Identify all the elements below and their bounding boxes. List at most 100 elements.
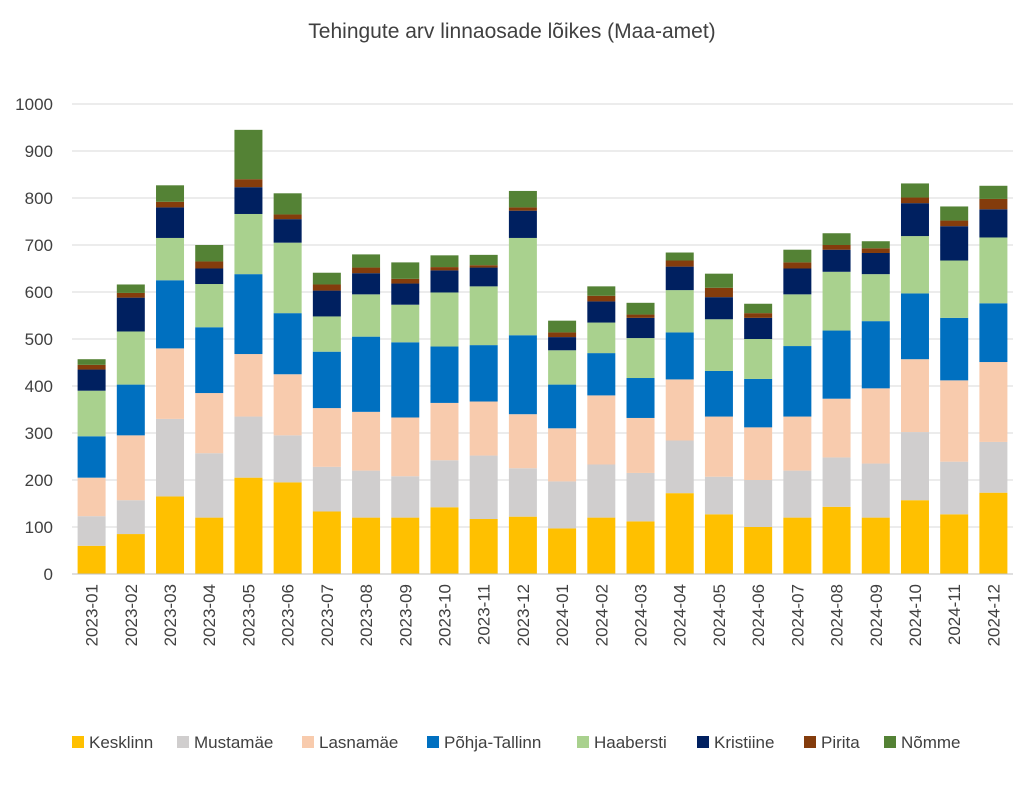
bar-segment — [548, 320, 577, 333]
legend-label: Kesklinn — [89, 733, 153, 752]
bar-segment — [156, 237, 185, 281]
bar-segment — [548, 332, 577, 338]
bar-segment — [469, 265, 498, 268]
bar-segment — [665, 260, 694, 267]
x-tick-label: 2024-05 — [710, 584, 729, 646]
bar-segment — [979, 198, 1008, 210]
bar-segment — [704, 297, 733, 320]
bar-segment — [626, 338, 655, 379]
bar-segment — [430, 255, 459, 268]
bar-segment — [626, 302, 655, 315]
bar-segment — [979, 441, 1008, 493]
bar-segment — [704, 416, 733, 477]
bar-segment — [156, 348, 185, 419]
bar-segment — [469, 345, 498, 402]
bar-segment — [391, 262, 420, 279]
bar-segment — [704, 273, 733, 288]
bar-segment — [822, 271, 851, 331]
bar-segment — [508, 414, 537, 469]
bar-segment — [822, 233, 851, 245]
x-axis-ticks: 2023-01 2023-02 2023-03 2023-04 2023-05 2023-… — [83, 584, 1004, 646]
bar-segment — [156, 418, 185, 497]
bar-segment — [116, 284, 145, 293]
bar-segment — [665, 290, 694, 333]
bars — [77, 129, 1008, 574]
bar-segment — [234, 274, 263, 355]
bar-segment — [352, 294, 381, 337]
bar-segment — [391, 304, 420, 343]
x-tick-label: 2023-07 — [318, 584, 337, 646]
bar-segment — [116, 435, 145, 501]
bar-segment — [469, 455, 498, 520]
bar-segment — [273, 435, 302, 483]
bar-segment — [548, 350, 577, 385]
bar-segment — [940, 220, 969, 227]
legend-swatch — [577, 736, 589, 748]
bar-segment — [430, 267, 459, 271]
legend-label: Mustamäe — [194, 733, 273, 752]
bar-segment — [352, 267, 381, 274]
x-tick-label: 2024-10 — [906, 584, 925, 646]
bar-segment — [587, 464, 616, 518]
bar-segment — [156, 496, 185, 574]
bar-segment — [626, 521, 655, 574]
bar-segment — [312, 466, 341, 512]
bar-segment — [626, 417, 655, 473]
bar-segment — [156, 207, 185, 238]
bar-segment — [508, 516, 537, 574]
x-tick-label: 2023-09 — [396, 584, 415, 646]
bar-segment — [744, 427, 773, 480]
bar-segment — [312, 408, 341, 467]
bar-segment — [469, 267, 498, 287]
bar-segment — [508, 207, 537, 211]
x-tick-label: 2023-11 — [475, 584, 494, 645]
bar-segment — [744, 339, 773, 379]
bar-segment — [116, 331, 145, 385]
bar-segment — [744, 313, 773, 318]
bar-segment — [312, 316, 341, 352]
x-tick-label: 2023-02 — [122, 584, 141, 646]
bar-segment — [548, 481, 577, 529]
bar-segment — [626, 314, 655, 318]
bar-segment — [77, 516, 106, 546]
legend-swatch — [884, 736, 896, 748]
bar-segment — [587, 286, 616, 296]
bar-segment — [391, 517, 420, 574]
y-tick-label: 400 — [25, 377, 53, 396]
bar-segment — [352, 254, 381, 268]
bar-segment — [391, 342, 420, 418]
bar-segment — [352, 411, 381, 471]
legend-swatch — [302, 736, 314, 748]
bar-segment — [312, 351, 341, 409]
bar-segment — [548, 528, 577, 574]
legend-label: Nõmme — [901, 733, 961, 752]
legend-swatch — [427, 736, 439, 748]
x-tick-label: 2023-10 — [435, 584, 454, 646]
legend-label: Kristiine — [714, 733, 774, 752]
bar-segment — [548, 428, 577, 482]
x-tick-label: 2024-07 — [788, 584, 807, 646]
bar-segment — [587, 301, 616, 323]
bar-segment — [195, 245, 224, 262]
y-tick-label: 900 — [25, 142, 53, 161]
bar-segment — [469, 519, 498, 574]
bar-segment — [940, 317, 969, 381]
bar-segment — [979, 185, 1008, 199]
legend-label: Lasnamäe — [319, 733, 398, 752]
bar-segment — [979, 362, 1008, 442]
bar-segment — [861, 252, 890, 275]
bar-segment — [783, 262, 812, 269]
bar-segment — [508, 335, 537, 415]
bar-segment — [195, 517, 224, 574]
bar-segment — [508, 190, 537, 208]
bar-segment — [744, 317, 773, 339]
bar-segment — [861, 517, 890, 574]
x-tick-label: 2023-05 — [239, 584, 258, 646]
bar-segment — [587, 395, 616, 465]
bar-segment — [391, 417, 420, 477]
bar-segment — [822, 457, 851, 507]
bar-segment — [783, 294, 812, 347]
bar-segment — [665, 440, 694, 494]
bar-segment — [234, 477, 263, 574]
